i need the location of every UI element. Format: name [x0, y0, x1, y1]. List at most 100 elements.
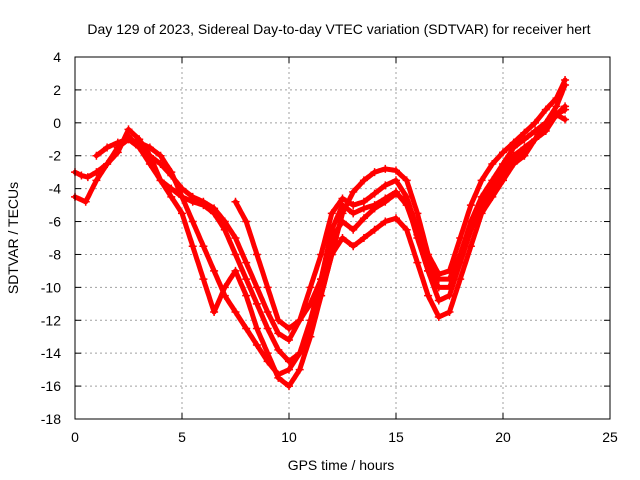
data-point — [306, 324, 315, 333]
data-point — [274, 345, 283, 354]
y-axis-label: SDTVAR / TECUs — [5, 182, 21, 294]
y-tick-label: -10 — [41, 279, 61, 295]
data-point — [338, 234, 347, 242]
data-point — [434, 296, 443, 305]
data-point — [381, 164, 390, 173]
data-point — [466, 201, 475, 210]
series-trace — [115, 107, 568, 364]
data-point — [285, 324, 293, 333]
data-point — [561, 76, 570, 85]
data-point — [359, 214, 368, 223]
data-point — [392, 214, 400, 223]
data-point — [338, 201, 347, 210]
chart-title: Day 129 of 2023, Sidereal Day-to-day VTE… — [87, 21, 590, 37]
data-point — [210, 209, 219, 218]
series-3 — [71, 80, 570, 391]
data-point — [263, 283, 272, 292]
y-tick-label: -8 — [49, 246, 62, 262]
data-point — [317, 291, 326, 300]
series-trace — [72, 82, 568, 389]
x-tick-label: 15 — [388, 429, 404, 445]
data-point — [445, 266, 454, 275]
data-point — [199, 242, 208, 251]
series-4 — [92, 76, 570, 379]
data-point — [231, 308, 240, 317]
data-point — [413, 230, 422, 239]
data-point — [531, 135, 540, 144]
data-point — [274, 329, 283, 338]
data-point — [220, 291, 229, 300]
data-point — [561, 115, 570, 124]
y-tick-label: 2 — [53, 82, 61, 98]
x-tick-label: 5 — [178, 429, 186, 445]
data-point — [402, 201, 411, 210]
data-point — [285, 336, 293, 345]
y-tick-label: -6 — [49, 214, 62, 230]
data-point — [274, 370, 283, 379]
data-point — [242, 324, 251, 333]
data-point — [402, 176, 411, 185]
data-point — [113, 138, 122, 147]
data-point — [145, 143, 154, 152]
x-tick-label: 25 — [602, 429, 618, 445]
data-point — [359, 234, 368, 242]
x-axis-label: GPS time / hours — [288, 457, 395, 473]
data-point — [477, 201, 486, 210]
data-point — [306, 283, 315, 292]
data-point — [434, 270, 443, 279]
data-point — [477, 176, 486, 185]
data-point — [242, 217, 251, 226]
data-point — [552, 110, 561, 119]
data-point — [188, 242, 197, 251]
data-point — [392, 166, 400, 175]
data-point — [327, 250, 336, 259]
data-point — [327, 209, 336, 218]
y-tick-label: -14 — [41, 345, 61, 361]
data-point — [252, 283, 261, 292]
data-point — [466, 242, 475, 251]
series-2 — [113, 105, 570, 366]
data-point — [561, 102, 570, 111]
data-point — [370, 189, 379, 198]
data-point — [349, 242, 358, 251]
y-tick-label: -12 — [41, 312, 61, 328]
data-point — [413, 258, 422, 267]
data-point — [306, 299, 315, 308]
data-point — [445, 291, 454, 300]
data-point — [167, 192, 176, 201]
data-point — [242, 258, 251, 267]
data-point — [252, 250, 261, 259]
data-point — [145, 151, 154, 160]
data-point — [456, 275, 465, 284]
data-point — [359, 204, 368, 213]
data-point — [499, 171, 507, 180]
data-point — [424, 266, 433, 275]
data-point — [156, 176, 165, 185]
data-point — [349, 201, 358, 210]
data-point — [370, 225, 379, 234]
data-point — [413, 209, 422, 218]
y-tick-label: -4 — [49, 181, 62, 197]
data-point — [92, 151, 101, 160]
data-point — [178, 209, 186, 218]
plot-frame — [74, 56, 611, 420]
data-point — [231, 266, 240, 275]
data-point — [77, 171, 86, 180]
data-point — [285, 365, 293, 374]
data-point — [402, 225, 411, 234]
data-point — [167, 168, 176, 177]
data-point — [466, 225, 475, 234]
data-point — [381, 217, 390, 226]
data-point — [381, 194, 390, 203]
data-point — [424, 291, 433, 300]
data-point — [295, 349, 304, 358]
data-point — [135, 138, 144, 147]
x-tick-label: 10 — [281, 429, 297, 445]
data-point — [81, 197, 90, 206]
data-point — [488, 187, 497, 196]
data-point — [488, 159, 497, 168]
data-point — [295, 365, 304, 374]
data-point — [252, 299, 261, 308]
data-point — [520, 148, 529, 157]
data-point — [370, 168, 379, 177]
